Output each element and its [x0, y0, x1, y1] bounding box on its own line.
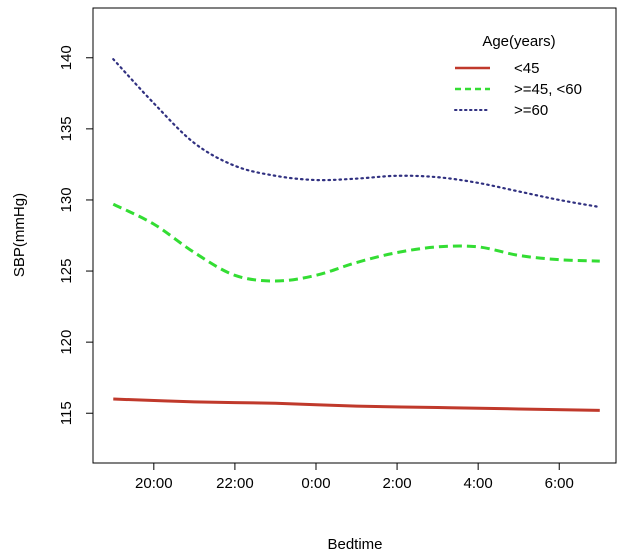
- x-tick-label-2: 0:00: [301, 475, 330, 492]
- series-line-1: [112, 202, 600, 283]
- y-tick-label-5: 140: [58, 45, 75, 70]
- x-tick-label-4: 4:00: [464, 475, 493, 492]
- series-layer: [112, 58, 601, 412]
- plot-frame: [92, 7, 617, 464]
- x-axis: 20:00 22:00 0:00 2:00 4:00 6:00: [135, 463, 574, 492]
- y-tick-label-3: 130: [58, 187, 75, 212]
- legend-label-2: >=60: [514, 102, 548, 119]
- x-axis-title: Bedtime: [327, 536, 382, 553]
- series-line-0: [113, 397, 600, 412]
- x-tick-label-5: 6:00: [545, 475, 574, 492]
- x-tick-label-0: 20:00: [135, 475, 173, 492]
- y-tick-label-0: 115: [58, 401, 75, 425]
- legend-title: Age(years): [482, 33, 555, 50]
- x-tick-label-1: 22:00: [216, 475, 254, 492]
- legend-label-1: >=45, <60: [514, 81, 582, 98]
- y-axis: 115 120 125 130 135 140: [58, 45, 93, 425]
- legend-label-0: <45: [514, 60, 539, 77]
- series-line-2: [112, 58, 601, 209]
- legend-entries: <45 >=45, <60 >=60: [454, 60, 582, 119]
- x-tick-label-3: 2:00: [382, 475, 411, 492]
- y-tick-label-1: 120: [58, 330, 75, 355]
- legend: Age(years) <45 >=45, <60 >=60: [454, 33, 582, 119]
- y-tick-label-2: 125: [58, 259, 75, 284]
- y-tick-label-4: 135: [58, 116, 75, 141]
- y-axis-title: SBP(mmHg): [11, 193, 28, 277]
